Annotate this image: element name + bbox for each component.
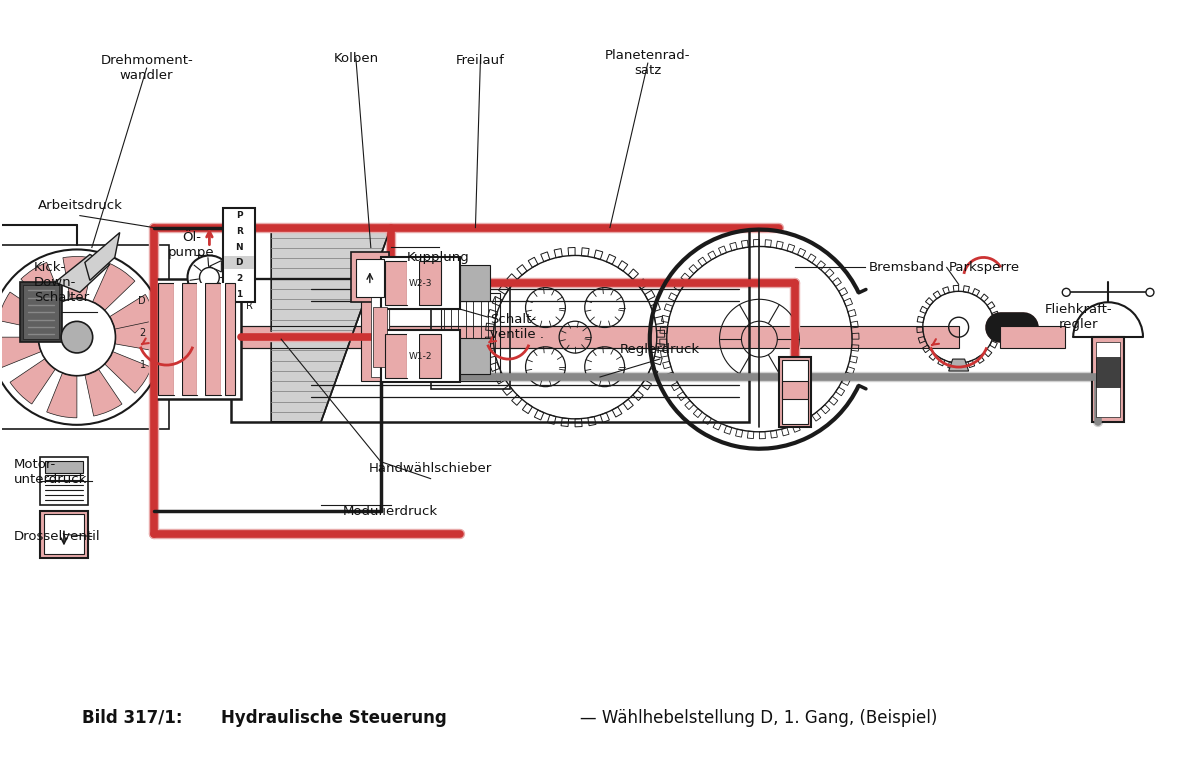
Bar	[440, 293, 500, 381]
Bar	[197, 283, 205, 395]
Wedge shape	[9, 359, 56, 404]
Bar	[168, 326, 958, 348]
Polygon shape	[85, 232, 120, 280]
Text: Kupplung: Kupplung	[407, 251, 470, 264]
Bar	[1001, 326, 1065, 348]
Bar	[783, 381, 808, 399]
Bar	[205, 283, 222, 395]
Bar	[154, 279, 241, 399]
Bar	[419, 261, 440, 305]
Text: Motor-
unterdruck: Motor- unterdruck	[14, 458, 88, 486]
Bar	[231, 228, 750, 422]
Circle shape	[62, 322, 93, 353]
Bar	[371, 298, 389, 377]
Bar	[1092, 337, 1124, 422]
Text: Hydraulische Steuerung: Hydraulische Steuerung	[222, 709, 447, 727]
Bar	[407, 261, 419, 305]
Text: 1: 1	[140, 360, 146, 370]
Text: Kolben: Kolben	[333, 51, 378, 64]
Wedge shape	[93, 263, 135, 310]
Bar	[460, 338, 490, 374]
Text: — Wählhebelstellung D, 1. Gang, (Beispiel): — Wählhebelstellung D, 1. Gang, (Beispie…	[580, 709, 937, 727]
Polygon shape	[55, 254, 110, 292]
Bar	[351, 253, 389, 302]
Text: Fliehkraft-
regler: Fliehkraft- regler	[1045, 304, 1112, 332]
Bar	[223, 207, 255, 302]
Text: R: R	[236, 227, 243, 235]
Text: Parksperre: Parksperre	[949, 261, 1020, 274]
Text: Freilauf: Freilauf	[455, 54, 505, 67]
Wedge shape	[0, 292, 45, 329]
Wedge shape	[115, 320, 158, 351]
Text: Reglerdruck: Reglerdruck	[620, 343, 700, 356]
Bar	[783, 360, 808, 424]
Bar	[225, 283, 235, 395]
Wedge shape	[104, 351, 152, 393]
Text: Schalt-
ventile .: Schalt- ventile .	[490, 313, 544, 341]
Polygon shape	[949, 359, 969, 371]
Bar	[381, 330, 460, 382]
Circle shape	[187, 255, 231, 299]
Bar	[224, 256, 254, 269]
Wedge shape	[63, 257, 94, 300]
Bar	[384, 261, 407, 305]
Text: W2-3: W2-3	[409, 279, 433, 288]
Circle shape	[1063, 288, 1070, 296]
Wedge shape	[0, 337, 42, 367]
Text: Öl-
pumpe: Öl- pumpe	[168, 232, 215, 260]
Bar	[372, 307, 387, 367]
Bar	[173, 283, 181, 395]
Text: W1-2: W1-2	[409, 351, 433, 360]
Bar	[181, 283, 197, 395]
Text: Drosselventil: Drosselventil	[14, 530, 101, 543]
Text: 2: 2	[236, 274, 242, 283]
Bar	[23, 285, 59, 339]
Text: D: D	[236, 258, 243, 267]
Text: Bild 317/1:: Bild 317/1:	[82, 709, 183, 727]
Bar	[40, 456, 88, 504]
Bar	[158, 283, 173, 395]
Text: D: D	[138, 296, 146, 306]
Bar	[407, 334, 419, 378]
Bar	[431, 285, 510, 389]
Bar	[419, 334, 440, 378]
Text: Modulierdruck: Modulierdruck	[343, 505, 439, 518]
Text: Arbeitsdruck: Arbeitsdruck	[38, 199, 122, 212]
Bar	[361, 293, 389, 381]
Bar	[779, 357, 811, 427]
Wedge shape	[46, 373, 77, 418]
Text: Drehmoment-
wandler: Drehmoment- wandler	[101, 55, 193, 83]
Bar	[0, 245, 168, 428]
Text: Bremsband: Bremsband	[869, 261, 945, 274]
Wedge shape	[21, 263, 63, 310]
Wedge shape	[109, 294, 157, 331]
Bar	[45, 461, 83, 472]
Text: 1: 1	[236, 290, 242, 299]
Text: Handwählschieber: Handwählschieber	[369, 463, 492, 475]
Bar	[20, 282, 62, 342]
Circle shape	[1146, 288, 1154, 296]
Wedge shape	[85, 369, 122, 416]
Bar	[356, 260, 384, 298]
Polygon shape	[272, 228, 390, 422]
Text: N: N	[236, 242, 243, 251]
Bar	[384, 334, 407, 378]
Text: P: P	[236, 211, 243, 220]
Bar	[1096, 342, 1120, 417]
Bar	[1096, 357, 1120, 387]
Bar	[44, 515, 84, 554]
Text: R: R	[247, 301, 253, 310]
Bar	[460, 266, 490, 301]
Bar	[40, 510, 88, 559]
Text: Kick-
Down-
Schalter: Kick- Down- Schalter	[34, 261, 89, 304]
Bar	[381, 257, 460, 310]
Polygon shape	[210, 260, 222, 272]
Text: Planetenrad-
satz: Planetenrad- satz	[605, 49, 690, 77]
Bar	[222, 283, 225, 395]
Text: 2: 2	[140, 329, 146, 338]
